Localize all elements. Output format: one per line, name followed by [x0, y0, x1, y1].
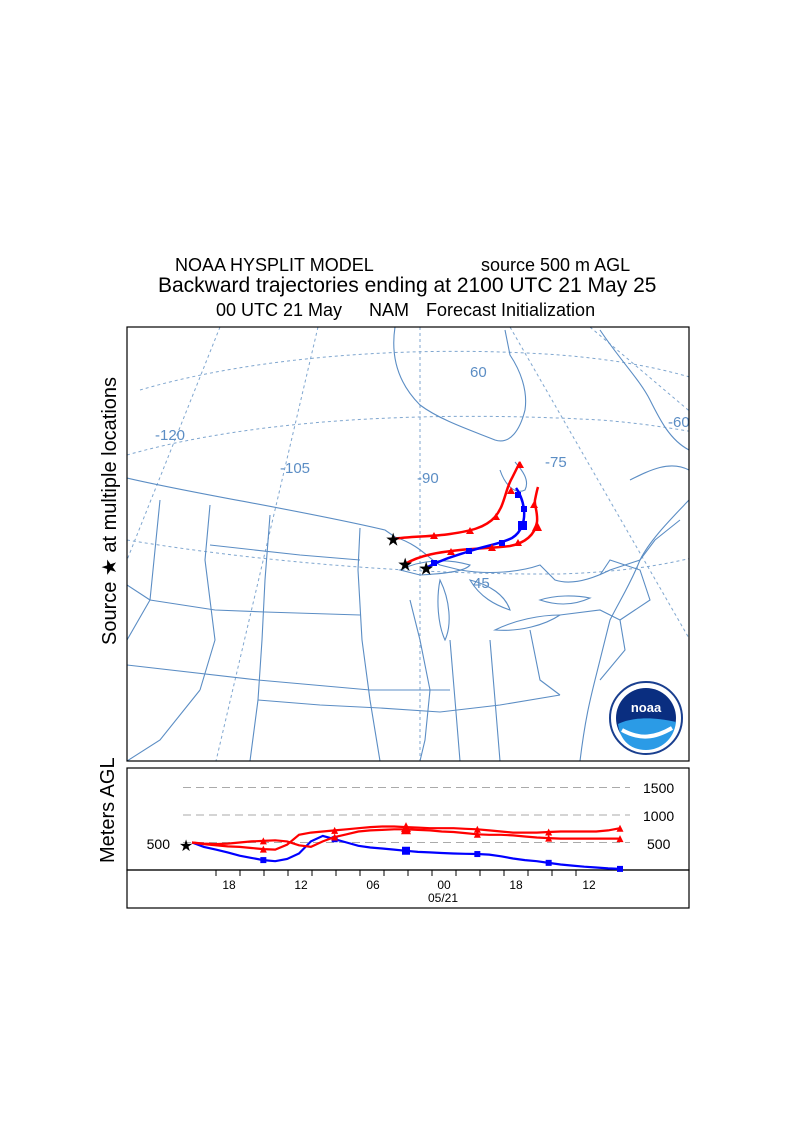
- height-gridlines: [183, 787, 630, 843]
- noaa-logo: noaa: [609, 681, 683, 755]
- init-label: Forecast Initialization: [426, 300, 596, 320]
- time-tick-label: 12: [294, 878, 308, 892]
- height-series-marker-1: [474, 851, 481, 858]
- height-series-marker-3: [473, 825, 481, 833]
- source-star-3: ★: [419, 561, 433, 578]
- height-tick-1500: 1500: [643, 780, 674, 796]
- source-star-2: ★: [398, 557, 412, 574]
- map-blue-markers: [431, 492, 527, 566]
- noaa-logo-text: noaa: [631, 700, 662, 715]
- source-star-1: ★: [386, 532, 400, 549]
- time-tick-label: 00: [437, 878, 451, 892]
- height-series-marker-2: [473, 830, 481, 838]
- map-trajectory-red-south: [404, 486, 540, 566]
- height-series-marker-2: [331, 833, 339, 841]
- height-series-marker-1: [260, 857, 267, 864]
- map-source-stars: ★ ★ ★: [386, 532, 434, 579]
- source-height: source 500 m AGL: [481, 255, 631, 275]
- trajectory-description: Backward trajectories ending at 2100 UTC…: [158, 274, 657, 297]
- time-axis-date: 05/21: [428, 891, 458, 905]
- height-tick-1000: 1000: [643, 808, 674, 824]
- time-ticks: 18 12 06 00 18 12: [215, 870, 596, 892]
- height-series-marker-3: [331, 826, 339, 834]
- lon-label-105: -105: [280, 460, 310, 477]
- lon-label-75: -75: [545, 454, 567, 471]
- height-series: [191, 822, 624, 872]
- height-series-marker-3: [259, 845, 267, 853]
- model-title: NOAA HYSPLIT MODEL: [175, 255, 374, 275]
- map-red-markers: [430, 461, 542, 555]
- height-series-marker-2: [259, 837, 267, 845]
- height-series-marker-2: [545, 834, 553, 842]
- map-trajectories: ★ ★ ★: [386, 461, 542, 578]
- time-tick-label: 12: [582, 878, 596, 892]
- map-panel: -120 -105 -90 -75 -60 60 45: [126, 326, 690, 762]
- time-tick-label: 18: [222, 878, 236, 892]
- height-tick-500: 500: [647, 836, 671, 852]
- time-tick-label: 06: [366, 878, 380, 892]
- lon-label-60: -60: [668, 414, 690, 431]
- map-frame: [126, 326, 690, 762]
- height-series-marker-3: [616, 824, 624, 832]
- lat-label-45: 45: [473, 575, 490, 592]
- map-boundaries: [127, 327, 689, 761]
- met-model: NAM: [369, 300, 409, 320]
- lat-label-60: 60: [470, 364, 487, 381]
- map-trajectory-blue: [425, 487, 526, 570]
- height-series-marker-2: [616, 835, 624, 843]
- height-series-marker-1: [402, 846, 410, 855]
- height-series-marker-1: [545, 859, 552, 866]
- height-panel: ★ 500 1500 1000 500 18 12 06 00 18 12 05/21: [126, 767, 690, 909]
- source-star-height: ★: [179, 838, 193, 855]
- init-time: 00 UTC 21 May: [216, 300, 343, 320]
- height-series-marker-3: [545, 828, 553, 836]
- time-tick-label: 18: [509, 878, 523, 892]
- height-series-marker-3: [401, 822, 411, 833]
- lon-label-90: -90: [417, 470, 439, 487]
- lon-label-120: -120: [155, 427, 185, 444]
- height-series-marker-1: [617, 865, 623, 872]
- source-height-label: 500: [147, 836, 171, 852]
- map-graticule: [127, 327, 689, 761]
